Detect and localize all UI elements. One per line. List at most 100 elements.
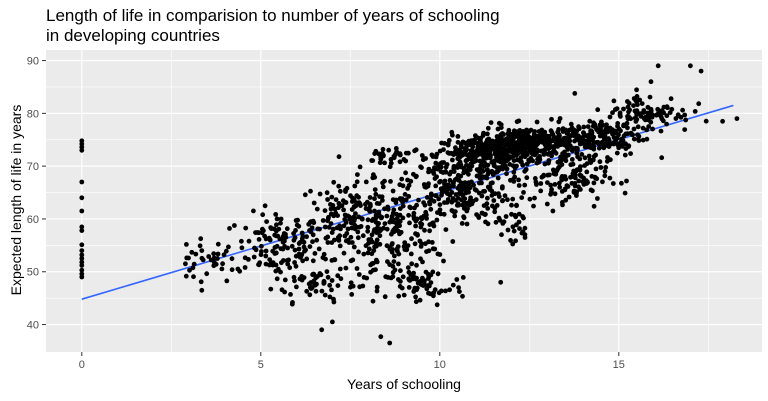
- y-tick-label: 70: [27, 161, 39, 173]
- data-point: [456, 285, 461, 290]
- y-tick-label: 40: [27, 320, 39, 332]
- data-point: [581, 175, 586, 181]
- data-point: [329, 287, 334, 293]
- data-point: [414, 173, 419, 179]
- data-point: [389, 231, 394, 237]
- data-point: [184, 242, 189, 247]
- data-point: [278, 220, 283, 226]
- data-point: [390, 270, 396, 275]
- data-point: [342, 233, 348, 239]
- data-point: [348, 284, 353, 290]
- data-point: [428, 272, 434, 278]
- data-point: [335, 273, 341, 279]
- data-point: [394, 246, 400, 252]
- data-point: [622, 152, 628, 158]
- data-point: [659, 108, 665, 113]
- data-point: [478, 135, 484, 141]
- data-point: [560, 126, 566, 131]
- data-point: [337, 188, 343, 194]
- data-point: [546, 172, 552, 178]
- data-point: [289, 243, 295, 249]
- data-point: [332, 237, 337, 243]
- data-point: [369, 232, 375, 238]
- data-point: [260, 212, 266, 218]
- chart-title-line-2: in developing countries: [46, 26, 220, 45]
- data-point: [494, 134, 500, 139]
- data-point: [621, 123, 626, 129]
- data-point: [224, 278, 230, 284]
- data-point: [485, 125, 491, 131]
- data-point: [481, 130, 486, 136]
- data-point: [467, 180, 472, 186]
- data-point: [242, 265, 248, 270]
- data-point: [596, 145, 602, 151]
- data-point: [635, 102, 640, 108]
- data-point: [350, 195, 355, 201]
- data-point: [406, 285, 412, 290]
- data-point: [443, 288, 448, 294]
- data-point: [474, 167, 480, 173]
- data-point: [521, 190, 526, 195]
- data-point: [692, 109, 698, 114]
- data-point: [403, 150, 409, 156]
- data-point: [382, 221, 388, 227]
- data-point: [368, 262, 373, 268]
- data-point: [646, 111, 652, 117]
- data-point: [624, 178, 629, 184]
- data-point: [536, 138, 542, 143]
- data-point: [377, 241, 383, 247]
- data-point: [458, 164, 464, 170]
- data-point: [374, 284, 380, 290]
- data-point: [397, 284, 403, 289]
- data-point: [246, 257, 251, 262]
- data-point: [223, 248, 229, 254]
- data-point: [429, 152, 435, 158]
- data-point: [501, 139, 507, 145]
- data-point: [357, 164, 363, 170]
- data-point: [336, 183, 342, 189]
- data-point: [343, 265, 349, 271]
- data-point: [464, 221, 470, 227]
- data-point: [330, 203, 336, 208]
- data-point: [610, 131, 615, 137]
- data-point: [551, 135, 557, 141]
- data-point: [508, 238, 513, 243]
- data-point: [351, 244, 357, 250]
- data-point: [572, 181, 578, 186]
- data-point: [293, 228, 298, 233]
- data-point: [442, 181, 447, 187]
- data-point: [457, 155, 462, 161]
- data-point: [418, 215, 424, 221]
- data-point: [322, 292, 328, 298]
- data-point: [393, 146, 399, 151]
- data-point: [537, 154, 542, 160]
- data-point: [581, 124, 587, 130]
- data-point: [405, 186, 410, 191]
- data-point: [564, 144, 570, 150]
- data-point: [273, 212, 279, 217]
- data-point: [398, 268, 403, 274]
- data-point: [343, 220, 349, 225]
- data-point: [341, 250, 347, 256]
- data-point: [304, 288, 310, 294]
- data-point: [271, 226, 277, 232]
- data-point: [274, 216, 280, 222]
- data-point: [636, 138, 642, 144]
- data-point: [199, 287, 205, 293]
- data-point: [433, 160, 439, 166]
- data-point: [387, 245, 393, 251]
- data-point: [581, 130, 587, 136]
- data-point: [624, 120, 630, 126]
- data-point: [637, 97, 643, 103]
- data-point: [378, 156, 384, 162]
- data-point: [631, 103, 636, 108]
- data-point: [350, 257, 356, 263]
- data-point: [221, 252, 227, 258]
- data-point: [587, 136, 593, 142]
- data-point: [79, 267, 85, 273]
- data-point: [521, 137, 527, 142]
- data-point: [320, 255, 326, 260]
- data-point: [443, 164, 449, 170]
- data-point: [485, 138, 490, 144]
- data-point: [385, 259, 390, 264]
